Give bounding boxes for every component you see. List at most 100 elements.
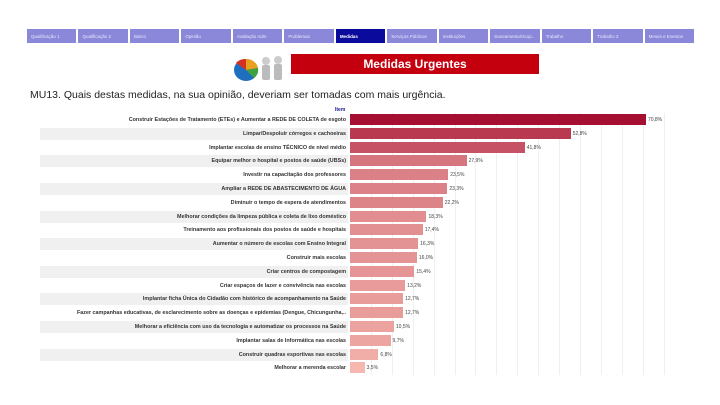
bar-label: Criar espaços de lazer e convivência nas… xyxy=(219,282,346,289)
gridline xyxy=(559,113,560,375)
bar[interactable] xyxy=(350,169,449,181)
bar-label: Construir quadras esportivas nas escolas xyxy=(40,348,348,361)
bar-row: Melhorar condições da limpeza pública e … xyxy=(40,210,680,224)
gridline xyxy=(454,113,456,375)
bar-row: Implantar salas de Informática nas escol… xyxy=(40,334,680,348)
bar-label: Implantar salas de Informática nas escol… xyxy=(236,337,346,344)
bar[interactable] xyxy=(350,127,571,139)
bar-row: Criar centros de compostagem 15,4% xyxy=(40,265,680,279)
bar[interactable] xyxy=(350,196,443,208)
bar-label: Ampliar a REDE DE ABASTECIMENTO DE ÁGUA xyxy=(40,183,348,195)
bar-label: Treinamento aos profissionais dos postos… xyxy=(183,227,346,234)
bar-value-label: 9,7% xyxy=(392,337,404,344)
bar-label: Implantar escolas de ensino TÉCNICO de n… xyxy=(209,144,346,151)
bar-value-label: 3,5% xyxy=(366,365,379,372)
bar-row: Implantar escolas de ensino TÉCNICO de n… xyxy=(40,141,680,155)
tab-opini-o[interactable]: Opinião xyxy=(181,29,231,43)
bar-value-label: 70,8% xyxy=(647,117,663,123)
bar-row: Construir quadras esportivas nas escolas… xyxy=(40,348,680,362)
bar-label: Melhorar a merenda escolar xyxy=(274,365,346,372)
tab-medidas[interactable]: Medidas xyxy=(335,29,386,43)
bar-value-label: 27,9% xyxy=(468,158,483,165)
bar-label: Criar centros de compostagem xyxy=(40,265,348,278)
gridline xyxy=(475,113,477,375)
tab-trabalho-2[interactable]: Trabalho 2 xyxy=(593,29,643,43)
question-text: MU13. Quais destas medidas, na sua opini… xyxy=(30,89,446,101)
bar-value-label: 13,2% xyxy=(407,282,422,289)
tab-qualifica-o-2[interactable]: Qualificação 2 xyxy=(78,29,128,43)
tab-bar: Qualificação 1 Qualificação 2 Bairro Opiniã… xyxy=(27,29,695,43)
gridline xyxy=(433,113,435,375)
bar[interactable] xyxy=(350,141,525,153)
tab-qualifica-o-1[interactable]: Qualificação 1 xyxy=(27,29,77,43)
bar[interactable] xyxy=(350,238,419,250)
bar[interactable] xyxy=(350,293,404,305)
bar[interactable] xyxy=(350,307,404,319)
bar-value-label: 15,4% xyxy=(416,268,431,275)
bar-label: Fazer campanhas educativas, de esclareci… xyxy=(76,310,346,317)
bar[interactable] xyxy=(350,183,448,194)
bar[interactable] xyxy=(350,224,423,236)
tab-bairro[interactable]: Bairro xyxy=(129,29,180,43)
gridline xyxy=(496,113,498,375)
gridline xyxy=(517,113,519,375)
bar-label: Investir na capacitação dos professores xyxy=(243,172,346,179)
gridline xyxy=(663,113,665,375)
bar-row: Construir mais escolas 16,0% xyxy=(40,251,680,265)
bar-row: Fazer campanhas educativas, de esclareci… xyxy=(40,306,680,320)
bar[interactable] xyxy=(350,252,417,263)
bar-value-label: 23,3% xyxy=(449,186,464,192)
bar-row: Limpar/Despoluir córregos e cachoeiras 52… xyxy=(40,127,680,141)
tab-saneamento-ocup-[interactable]: Saneamento/Ocup.. xyxy=(490,29,540,43)
bar[interactable] xyxy=(350,334,391,346)
bar-row: Aumentar o número de escolas com Ensino … xyxy=(40,237,680,251)
bar-value-label: 10,5% xyxy=(395,324,411,330)
bar-value-label: 16,3% xyxy=(420,241,435,248)
tab-servi-os-p-blicos[interactable]: Serviços Públicos xyxy=(387,29,437,43)
bar-label: Melhorar a eficiência com uso da tecnolo… xyxy=(40,321,348,333)
bar-row: Melhorar a merenda escolar 3,5% xyxy=(40,361,680,375)
gridline xyxy=(642,113,644,375)
bar-value-label: 16,0% xyxy=(418,255,434,261)
bar-value-label: 22,2% xyxy=(444,199,459,206)
bar-label: Diminuir o tempo de espera de atendiment… xyxy=(230,199,346,206)
bar[interactable] xyxy=(350,362,365,374)
section-banner: Medidas Urgentes xyxy=(291,54,539,74)
bar-label: Aumentar o número de escolas com Ensino … xyxy=(40,238,348,251)
bar-row: Ampliar a REDE DE ABASTECIMENTO DE ÁGUA 2… xyxy=(40,182,680,196)
tab-meses-e-eventos[interactable]: Meses e Eventos xyxy=(644,29,695,43)
bar-value-label: 12,7% xyxy=(405,310,420,317)
bar-row: Construir Estações de Tratamento (ETEs) … xyxy=(40,113,680,127)
tab-trabalho[interactable]: Trabalho xyxy=(541,29,592,43)
bar-chart: Construir Estações de Tratamento (ETEs) … xyxy=(40,113,680,375)
tab-problemas[interactable]: Problemas xyxy=(284,29,334,43)
bar[interactable] xyxy=(350,348,379,360)
tab-institui-es[interactable]: Instituições xyxy=(438,29,489,43)
axis-label-item: Item xyxy=(335,107,346,113)
logo-pie-chart-people-icon xyxy=(232,52,286,84)
gridline xyxy=(600,113,602,375)
bar[interactable] xyxy=(350,321,394,332)
tab-avalia-o-adm[interactable]: Avaliação Adm xyxy=(232,29,283,43)
bar-label: Construir mais escolas xyxy=(286,255,346,261)
bar-value-label: 52,8% xyxy=(572,130,587,137)
bar-value-label: 18,3% xyxy=(428,213,443,220)
bar-row: Investir na capacitação dos professores 2… xyxy=(40,168,680,182)
bar[interactable] xyxy=(350,114,646,125)
bar[interactable] xyxy=(350,279,406,291)
bar[interactable] xyxy=(350,265,415,277)
bar[interactable] xyxy=(350,210,427,222)
bar-label: Implantar ficha Única do Cidadão com his… xyxy=(40,293,348,306)
bar-row: Treinamento aos profissionais dos postos… xyxy=(40,223,680,237)
bar-row: Melhorar a eficiência com uso da tecnolo… xyxy=(40,320,680,334)
bar[interactable] xyxy=(350,155,467,167)
bar-row: Equipar melhor o hospital e postos de sa… xyxy=(40,154,680,168)
gridline xyxy=(621,113,623,375)
bar-label: Limpar/Despoluir córregos e cachoeiras xyxy=(40,127,348,140)
bar-value-label: 23,5% xyxy=(450,172,465,179)
bar-value-label: 17,4% xyxy=(424,227,439,234)
bar-value-label: 41,8% xyxy=(526,144,541,151)
gridline xyxy=(538,113,540,375)
bar-row: Criar espaços de lazer e convivência nas… xyxy=(40,279,680,293)
bar-label: Equipar melhor o hospital e postos de sa… xyxy=(40,155,348,168)
